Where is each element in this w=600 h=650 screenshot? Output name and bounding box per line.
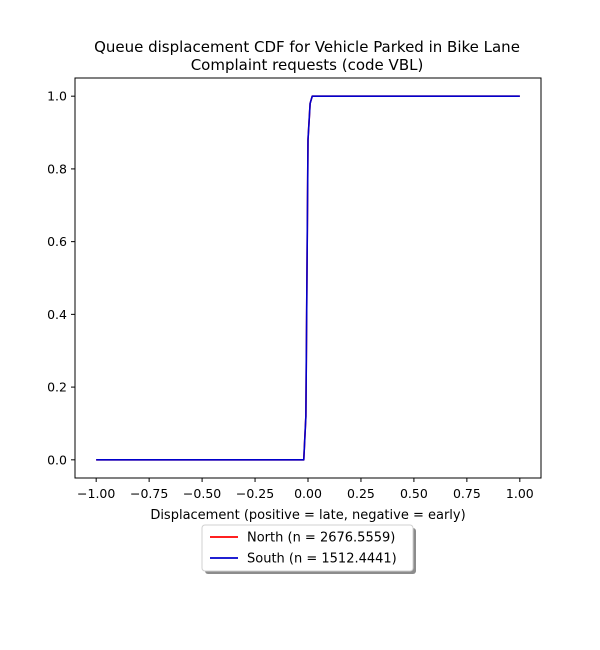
legend: North (n = 2676.5559) South (n = 1512.444… bbox=[202, 525, 416, 574]
x-tick-label: −0.50 bbox=[183, 486, 221, 501]
x-tick-label: 1.00 bbox=[506, 486, 534, 501]
x-tick-label: −0.25 bbox=[236, 486, 274, 501]
x-tick-label: −1.00 bbox=[77, 486, 115, 501]
chart-title: Queue displacement CDF for Vehicle Parke… bbox=[94, 38, 520, 74]
legend-label: South (n = 1512.4441) bbox=[247, 552, 397, 567]
y-tick-label: 0.0 bbox=[47, 452, 67, 467]
chart-title-line: Queue displacement CDF for Vehicle Parke… bbox=[94, 38, 520, 56]
series-layer bbox=[96, 96, 520, 460]
x-tick-label: 0.50 bbox=[400, 486, 428, 501]
chart-title-line: Complaint requests (code VBL) bbox=[191, 56, 424, 74]
y-tick-label: 0.6 bbox=[47, 234, 67, 249]
y-tick-label: 1.0 bbox=[47, 89, 67, 104]
x-tick-label: 0.75 bbox=[453, 486, 481, 501]
y-tick-label: 0.2 bbox=[47, 380, 67, 395]
x-tick-label: 0.25 bbox=[347, 486, 375, 501]
y-tick-label: 0.4 bbox=[47, 307, 67, 322]
x-tick-label: −0.75 bbox=[130, 486, 168, 501]
x-axis-label: Displacement (positive = late, negative … bbox=[150, 508, 465, 523]
series-line-south bbox=[96, 96, 520, 460]
x-axis: −1.00 −0.75 −0.50 −0.25 0.00 0.25 0.50 0.75 1.00 bbox=[77, 478, 534, 501]
y-axis: 0.0 0.2 0.4 0.6 0.8 1.0 bbox=[47, 89, 75, 468]
y-tick-label: 0.8 bbox=[47, 161, 67, 176]
x-tick-label: 0.00 bbox=[294, 486, 322, 501]
legend-label: North (n = 2676.5559) bbox=[247, 531, 395, 546]
